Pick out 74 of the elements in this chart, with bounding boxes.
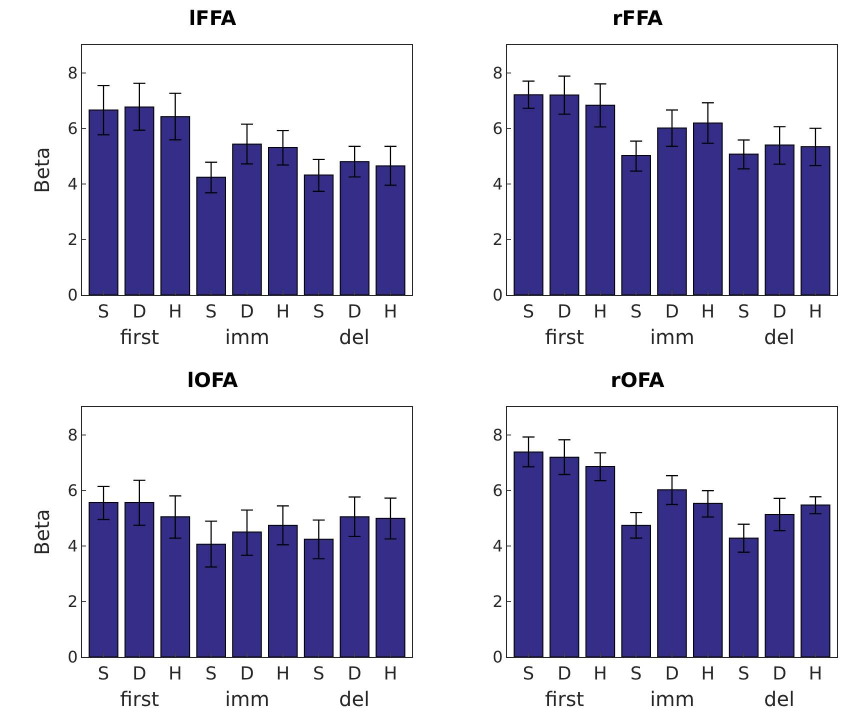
x-tick-label: S [313, 664, 324, 685]
y-tick-label: 0 [68, 648, 78, 667]
x-tick-label: S [205, 302, 217, 323]
x-tick-label: D [772, 664, 787, 685]
text: del [764, 687, 795, 711]
text: imm [650, 325, 695, 349]
x-tick-label: H [593, 302, 608, 323]
y-axis-title: Beta [30, 146, 54, 194]
y-tick-label: 6 [68, 118, 78, 138]
y-tick-label: 2 [492, 592, 503, 612]
text: first [120, 687, 160, 711]
y-tick-label: 0 [68, 286, 78, 305]
y-tick-label: 6 [492, 118, 503, 138]
y-tick-label: 0 [492, 648, 503, 667]
chart-title: rFFA [612, 6, 664, 30]
x-tick-label: H [276, 664, 290, 685]
chart-title: rOFA [610, 368, 665, 392]
y-tick-label: 8 [68, 425, 78, 444]
text: del [764, 325, 795, 349]
x-tick-label: H [808, 302, 822, 323]
x-tick-label: D [240, 302, 254, 323]
x-tick-label: H [701, 302, 715, 323]
y-tick-label: 6 [492, 480, 503, 500]
text: imm [650, 687, 695, 711]
x-tick-label: D [557, 664, 572, 685]
text: del [339, 687, 370, 711]
text: first [120, 325, 160, 349]
x-tick-label: H [276, 302, 290, 323]
x-tick-label: D [665, 664, 679, 685]
x-tick-label: H [593, 664, 608, 685]
text: imm [225, 687, 270, 711]
text: first [545, 687, 584, 711]
y-tick-label: 8 [492, 63, 503, 82]
y-tick-label: 8 [492, 425, 503, 444]
text: first [545, 325, 584, 349]
x-tick-label: S [522, 302, 534, 323]
x-tick-label: S [630, 302, 642, 323]
chart-title: lOFA [187, 368, 238, 392]
y-tick-label: 4 [492, 174, 503, 194]
x-tick-label: H [384, 302, 398, 323]
y-tick-label: 2 [68, 592, 78, 612]
x-tick-label: D [665, 302, 679, 323]
x-tick-label: D [348, 664, 362, 685]
x-tick-label: D [772, 302, 787, 323]
y-tick-label: 8 [68, 63, 78, 82]
y-tick-label: 2 [68, 230, 78, 250]
x-tick-label: H [168, 302, 182, 323]
x-tick-label: S [205, 664, 217, 685]
x-tick-label: D [240, 664, 254, 685]
x-tick-label: H [701, 664, 715, 685]
x-tick-label: S [738, 302, 750, 323]
y-tick-label: 4 [68, 536, 78, 556]
x-tick-label: S [98, 302, 110, 323]
y-axis-title: Beta [30, 508, 54, 556]
x-tick-label: S [98, 664, 110, 685]
x-tick-label: H [808, 664, 822, 685]
x-tick-label: D [557, 302, 572, 323]
x-tick-label: D [348, 302, 362, 323]
y-tick-label: 6 [68, 480, 78, 500]
x-tick-label: H [168, 664, 182, 685]
y-tick-label: 4 [68, 174, 78, 194]
y-tick-label: 0 [492, 286, 503, 305]
x-tick-label: S [630, 664, 642, 685]
x-tick-label: S [522, 664, 534, 685]
y-tick-label: 2 [492, 230, 503, 250]
x-tick-label: H [384, 664, 398, 685]
y-tick-label: 4 [492, 536, 503, 556]
x-tick-label: D [132, 302, 146, 323]
text: del [339, 325, 370, 349]
text: imm [225, 325, 270, 349]
x-tick-label: S [313, 302, 324, 323]
x-tick-label: D [132, 664, 146, 685]
chart-title: lFFA [188, 6, 237, 30]
x-tick-label: S [738, 664, 750, 685]
